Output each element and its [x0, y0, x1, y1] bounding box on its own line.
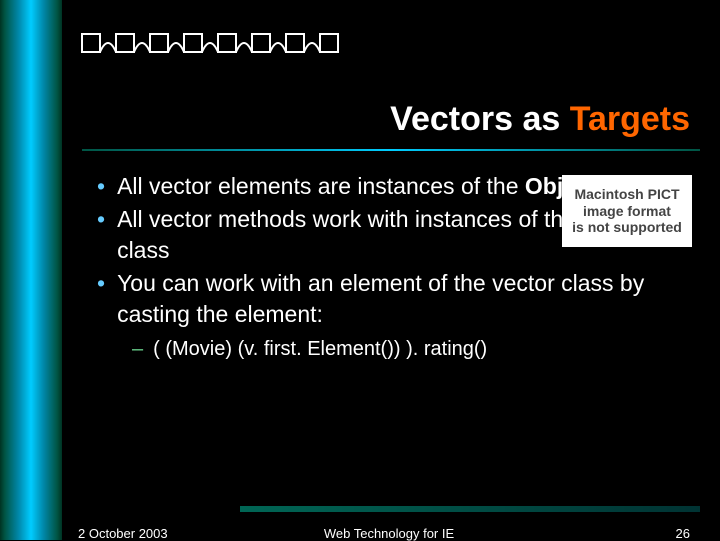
pict-line-3: is not supported: [562, 219, 692, 236]
list-item: • You can work with an element of the ve…: [82, 268, 700, 330]
footer-title: Web Technology for IE: [324, 526, 454, 541]
left-gradient-bar: [0, 0, 62, 540]
title-part-2: Targets: [570, 100, 690, 138]
slide-title: Vectors as Targets: [82, 100, 690, 139]
sub-bullet-text: ( (Movie) (v. first. Element()) ). ratin…: [153, 336, 487, 363]
pict-line-2: image format: [562, 203, 692, 220]
bullet-icon: •: [97, 171, 105, 202]
title-part-1: Vectors as: [390, 100, 570, 138]
title-divider: [82, 149, 700, 151]
footer-date: 2 October 2003: [78, 526, 168, 541]
sub-bullet-icon: –: [132, 336, 143, 363]
sub-list-item: – ( (Movie) (v. first. Element()) ). rat…: [82, 336, 700, 363]
pict-line-1: Macintosh PICT: [562, 186, 692, 203]
slide-body: Vectors as Targets • All vector elements…: [62, 0, 720, 540]
bullet-icon: •: [97, 268, 105, 330]
footer-gradient-bar: [240, 506, 700, 512]
bullet-text: You can work with an element of the vect…: [117, 268, 700, 330]
footer-page-number: 26: [676, 526, 690, 541]
pict-placeholder: Macintosh PICT image format is not suppo…: [562, 175, 692, 247]
top-zigzag-decoration: [80, 30, 350, 58]
bullet-icon: •: [97, 204, 105, 266]
